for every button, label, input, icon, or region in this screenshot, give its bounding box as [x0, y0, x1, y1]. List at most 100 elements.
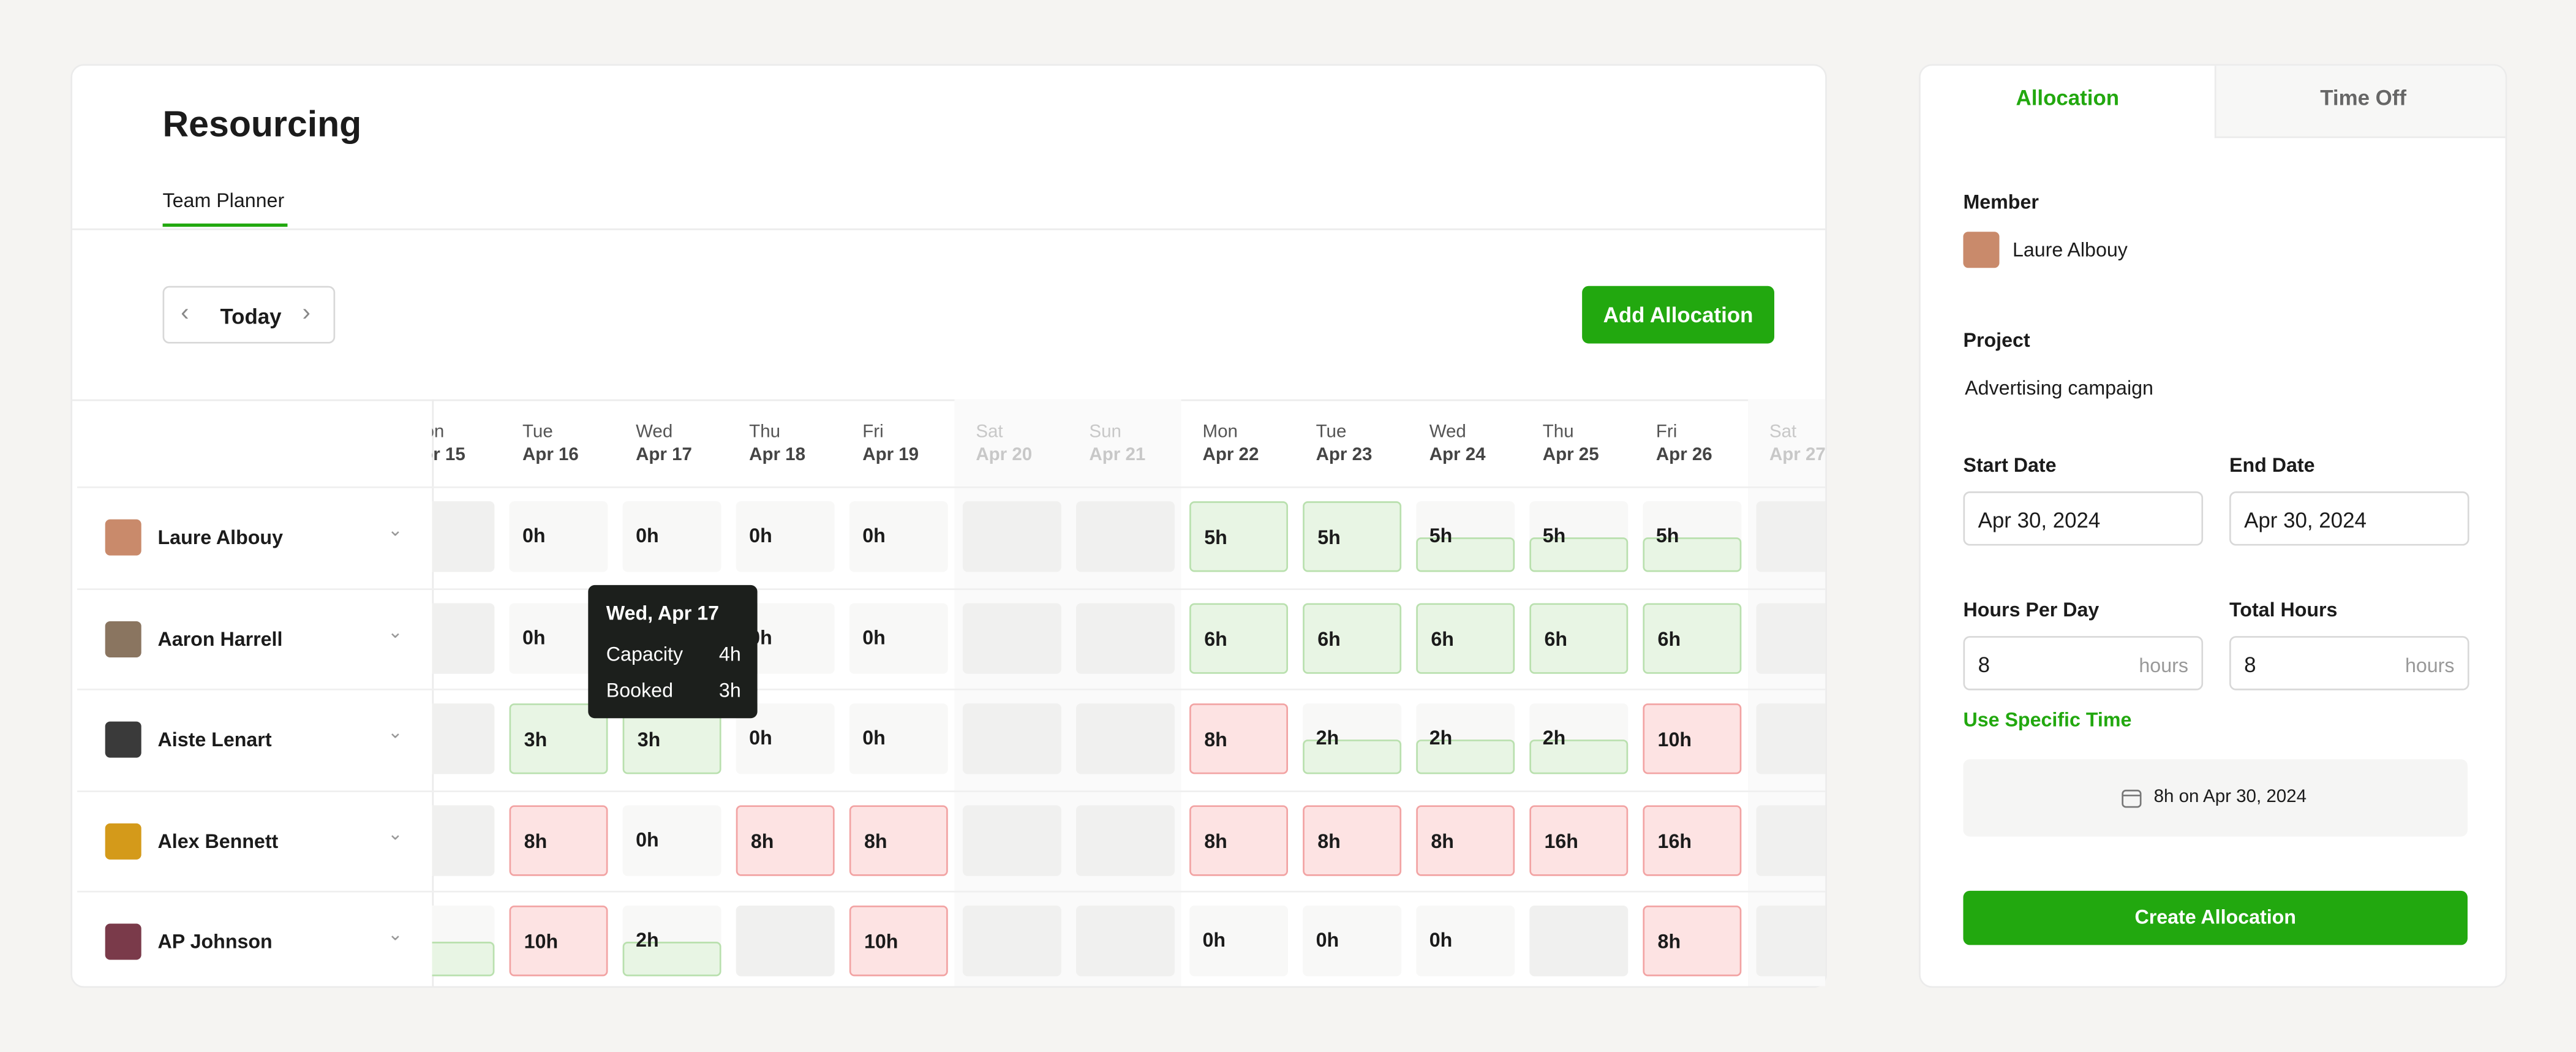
cell-empty[interactable]: [1756, 501, 1826, 572]
cell-empty[interactable]: [736, 906, 835, 977]
cell-label: 5h: [1317, 526, 1341, 549]
cell-plain[interactable]: 0h: [1416, 906, 1515, 977]
next-button[interactable]: ›: [302, 299, 311, 327]
cell-red[interactable]: 8h: [1643, 906, 1742, 977]
member-name[interactable]: Aiste Lenart: [157, 728, 272, 751]
member-name[interactable]: AP Johnson: [157, 930, 273, 953]
cell-green[interactable]: 5h: [1189, 501, 1289, 572]
divider: [432, 399, 434, 986]
create-button[interactable]: Create Allocation: [1963, 890, 2468, 945]
cell-label: 10h: [864, 930, 898, 953]
cell-red[interactable]: 8h: [736, 804, 835, 876]
day-date: Apr 24: [1429, 445, 1486, 466]
cell-red[interactable]: 8h: [849, 804, 948, 876]
cell-green-partial[interactable]: 5h: [1416, 501, 1515, 572]
row-divider: [432, 688, 1826, 691]
day-name: Wed: [1429, 422, 1466, 442]
cell-plain[interactable]: 0h: [622, 501, 721, 572]
chevron[interactable]: ⌄: [388, 521, 403, 541]
member-name[interactable]: Aaron Harrell: [157, 627, 283, 650]
cell-empty[interactable]: [1756, 602, 1826, 673]
cell-red[interactable]: 8h: [1189, 703, 1289, 774]
link[interactable]: Use Specific Time: [1963, 708, 2132, 732]
cell-green[interactable]: 6h: [1643, 602, 1742, 673]
cell-empty[interactable]: [1756, 804, 1826, 876]
cell-green[interactable]: 6h: [1416, 602, 1515, 673]
cell-green-partial[interactable]: 2h: [1529, 703, 1629, 774]
cell-red[interactable]: 8h: [509, 804, 608, 876]
cell-empty[interactable]: [1075, 703, 1175, 774]
cell-empty[interactable]: [432, 501, 495, 572]
cell-empty[interactable]: [432, 804, 495, 876]
member-name[interactable]: Alex Bennett: [157, 829, 279, 852]
cell-red[interactable]: 10h: [509, 906, 608, 977]
chevron[interactable]: ⌄: [388, 824, 403, 844]
total-input[interactable]: 8 hours: [2229, 636, 2469, 691]
cell-empty[interactable]: [1756, 703, 1826, 774]
member-name[interactable]: Laure Albouy: [157, 526, 284, 549]
chevron[interactable]: ⌄: [388, 723, 403, 743]
cell-empty[interactable]: [962, 804, 1061, 876]
chevron[interactable]: ⌄: [388, 622, 403, 642]
panel-tab[interactable]: Time Off: [2214, 66, 2506, 138]
panel-tab-active[interactable]: Allocation: [2016, 85, 2120, 110]
cell-plain[interactable]: 0h: [1189, 906, 1289, 977]
cell-empty[interactable]: [962, 602, 1061, 673]
cell-red[interactable]: 10h: [1643, 703, 1742, 774]
cell-green[interactable]: 6h: [1303, 602, 1402, 673]
cell-plain[interactable]: 0h: [849, 602, 948, 673]
end-date-input[interactable]: Apr 30, 2024: [2229, 491, 2469, 546]
cell-empty[interactable]: [1075, 501, 1175, 572]
cell-red[interactable]: 8h: [1189, 804, 1289, 876]
cell-plain[interactable]: 0h: [509, 501, 608, 572]
cell-red[interactable]: 16h: [1529, 804, 1629, 876]
cell-empty[interactable]: [962, 703, 1061, 774]
cell-label: 0h: [1316, 928, 1339, 952]
cell-green[interactable]: 6h: [1529, 602, 1629, 673]
cell-plain[interactable]: 0h: [622, 804, 721, 876]
avatar: [105, 923, 141, 960]
cell-empty[interactable]: [1529, 906, 1629, 977]
chevron[interactable]: ⌄: [388, 925, 403, 945]
cell-green-partial[interactable]: [432, 906, 495, 977]
cell-green[interactable]: 3h: [509, 703, 608, 774]
cell-empty[interactable]: [432, 703, 495, 774]
cell-plain[interactable]: 0h: [736, 501, 835, 572]
cell-plain[interactable]: 0h: [849, 703, 948, 774]
cell-red[interactable]: 8h: [1416, 804, 1515, 876]
cell-empty[interactable]: [1756, 906, 1826, 977]
start-date-input[interactable]: Apr 30, 2024: [1963, 491, 2204, 546]
cell-green[interactable]: 5h: [1303, 501, 1402, 572]
cell-red[interactable]: 10h: [849, 906, 948, 977]
today-button[interactable]: Today: [220, 304, 282, 329]
cell-red[interactable]: 16h: [1643, 804, 1742, 876]
cell-empty[interactable]: [432, 602, 495, 673]
cell-label: 0h: [862, 625, 886, 649]
cell-empty[interactable]: [1075, 602, 1175, 673]
input-value: Apr 30, 2024: [2244, 507, 2367, 533]
cell-green-partial[interactable]: 5h: [1643, 501, 1742, 572]
input-value: 8: [1978, 652, 1990, 678]
cell-label: 6h: [1544, 627, 1568, 650]
cell-plain[interactable]: 0h: [849, 501, 948, 572]
tab[interactable]: Team Planner: [162, 189, 285, 213]
prev-button[interactable]: ‹: [181, 299, 189, 327]
cell-empty[interactable]: [962, 906, 1061, 977]
input-value: 8: [2244, 652, 2256, 678]
page-title: Resourcing: [162, 103, 362, 145]
cell-empty[interactable]: [1075, 906, 1175, 977]
cell-green-partial[interactable]: 2h: [1303, 703, 1402, 774]
cell-red[interactable]: 8h: [1303, 804, 1402, 876]
cell-empty[interactable]: [962, 501, 1061, 572]
cell-green-partial[interactable]: 2h: [1416, 703, 1515, 774]
cell-green-partial[interactable]: 2h: [622, 906, 721, 977]
hours-input[interactable]: 8 hours: [1963, 636, 2204, 691]
add-allocation-button[interactable]: Add Allocation: [1582, 286, 1774, 344]
divider: [72, 228, 1826, 230]
cell-green-partial[interactable]: 5h: [1529, 501, 1629, 572]
cell-plain[interactable]: 0h: [1303, 906, 1402, 977]
cell-label: 6h: [1431, 627, 1454, 650]
cell-green[interactable]: 6h: [1189, 602, 1289, 673]
cell-label: 8h: [864, 829, 887, 852]
cell-empty[interactable]: [1075, 804, 1175, 876]
